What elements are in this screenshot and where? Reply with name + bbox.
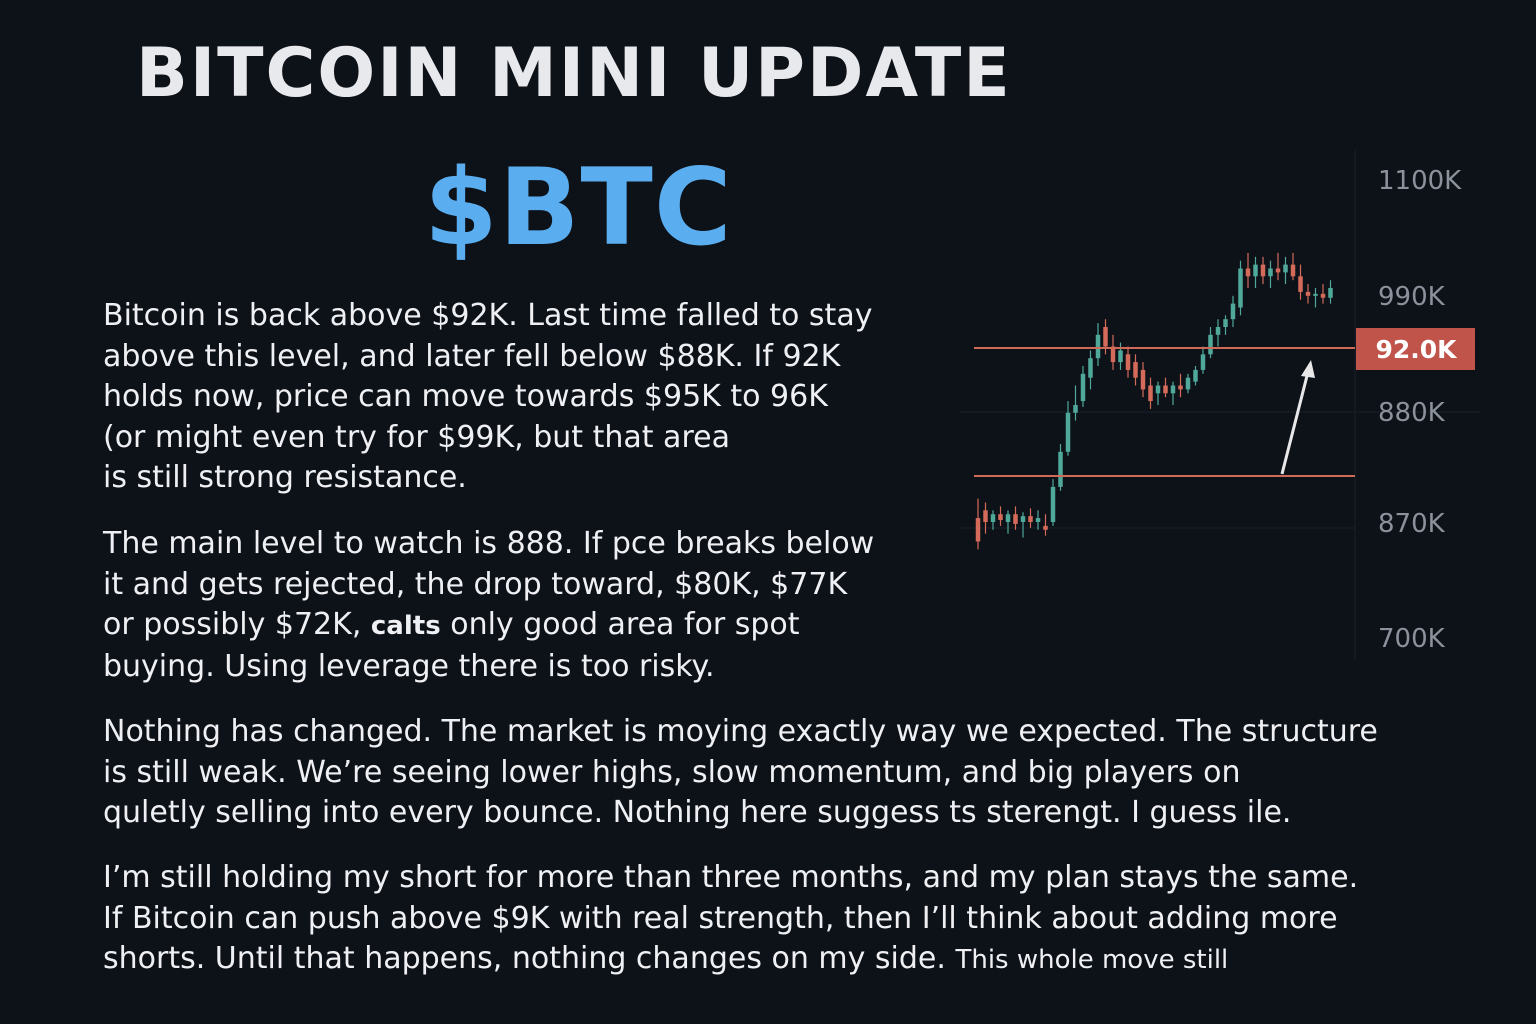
candle-up (1223, 319, 1228, 327)
candle-up (1200, 354, 1206, 370)
emphasis-text: calts (370, 611, 441, 641)
candlestick-chart: 1100K 990K 92.0K 880K 870K 700K (960, 150, 1480, 660)
candle-down (1028, 516, 1033, 522)
text-line: quletly selling into every bounce. Nothi… (103, 795, 1292, 830)
candle-down (1305, 291, 1311, 296)
candle-down (1298, 276, 1303, 292)
text-line: shorts. Until that happens, nothing chan… (103, 939, 1358, 981)
text-fragment: or possibly $72K, (103, 607, 371, 642)
text-line: The main level to watch is 888. If pce b… (103, 526, 875, 561)
candle-down (998, 514, 1003, 521)
text-line: Bitcoin is back above $92K. Last time fa… (103, 298, 873, 333)
candle-up (1170, 385, 1176, 394)
y-tick-label: 700K (1378, 624, 1446, 654)
candle-up (1080, 373, 1086, 402)
text-fragment: This whole move still (955, 945, 1229, 975)
candle-up (1193, 369, 1198, 382)
candle-up (1283, 264, 1288, 273)
y-tick-label: 870K (1378, 509, 1446, 539)
text-line: or possibly $72K, calts only good area f… (103, 605, 874, 647)
paragraph-position: I’m still holding my short for more than… (103, 858, 1358, 981)
candle-up (1020, 516, 1026, 522)
text-fragment: only good area for spot (440, 607, 800, 642)
candle-up (1253, 264, 1258, 277)
text-line: above this level, and later fell below $… (103, 338, 841, 374)
candle-up (1208, 334, 1213, 355)
candle-down (1275, 268, 1281, 273)
text-line: (or might even try for $99K, but that ar… (103, 419, 730, 455)
candle-up (1118, 350, 1123, 363)
page-title: BITCOIN MINI UPDATE (136, 34, 1012, 113)
candle-up (1088, 358, 1093, 378)
candle-down (1290, 264, 1296, 277)
text-fragment: shorts. Until that happens, nothing chan… (103, 941, 956, 976)
current-price-label: 92.0K (1375, 335, 1458, 364)
text-line: is still weak. We’re seeing lower highs,… (103, 754, 1241, 790)
candle-up (1065, 412, 1071, 452)
candle-down (1140, 369, 1146, 390)
candle-up (1035, 518, 1041, 522)
candle-up (1313, 293, 1318, 296)
current-price-tag (1356, 328, 1475, 370)
candle-down (1245, 268, 1251, 277)
text-line: I’m still holding my short for more than… (103, 860, 1359, 895)
candle-up (1155, 385, 1161, 394)
candle-up (1005, 514, 1011, 522)
paragraph-key-level: The main level to watch is 888. If pce b… (103, 524, 874, 687)
candle-up (1095, 334, 1101, 359)
ticker-symbol: $BTC (424, 146, 733, 269)
candle-up (1238, 268, 1243, 308)
candle-down (1133, 362, 1138, 378)
text-line: If Bitcoin can push above $9K with real … (103, 900, 1338, 936)
candle-up (1050, 486, 1056, 522)
text-line: it and gets rejected, the drop toward, $… (103, 566, 848, 602)
text-line: Nothing has changed. The market is moyin… (103, 714, 1378, 749)
grid (960, 150, 1480, 660)
candle-down (1148, 385, 1153, 402)
text-line: is still strong resistance. (103, 460, 467, 495)
candle-up (1185, 377, 1191, 390)
candle-up (1073, 405, 1078, 413)
candle-down (1043, 525, 1048, 530)
text-line: holds now, price can move towards $95K t… (103, 379, 828, 414)
arrow-shaft (1280, 371, 1310, 475)
paragraph-market-structure: Nothing has changed. The market is moyin… (103, 712, 1378, 834)
candle-up (1268, 268, 1273, 277)
candle-up (1215, 327, 1221, 335)
candle-up (1328, 288, 1333, 298)
candle-down (1320, 293, 1326, 298)
y-tick-label: 1100K (1378, 166, 1462, 196)
paragraph-price-update: Bitcoin is back above $92K. Last time fa… (103, 296, 872, 499)
candle-down (1260, 264, 1266, 277)
text-line: buying. Using leverage there is too risk… (103, 648, 715, 684)
candle-down (1125, 354, 1131, 370)
candle-up (1058, 451, 1063, 487)
arrow-head (1301, 360, 1315, 378)
candle-down (983, 510, 988, 522)
candle-down (1110, 346, 1116, 363)
arrow (1280, 360, 1315, 475)
candles-group (975, 252, 1333, 550)
y-tick-label: 990K (1378, 282, 1446, 312)
y-tick-label: 880K (1378, 398, 1446, 428)
candle-down (1163, 385, 1168, 394)
candle-down (975, 518, 981, 542)
candle-up (1230, 303, 1236, 320)
candle-down (1013, 514, 1018, 524)
candle-up (990, 514, 996, 522)
candle-down (1103, 327, 1108, 347)
candle-down (1178, 385, 1183, 390)
